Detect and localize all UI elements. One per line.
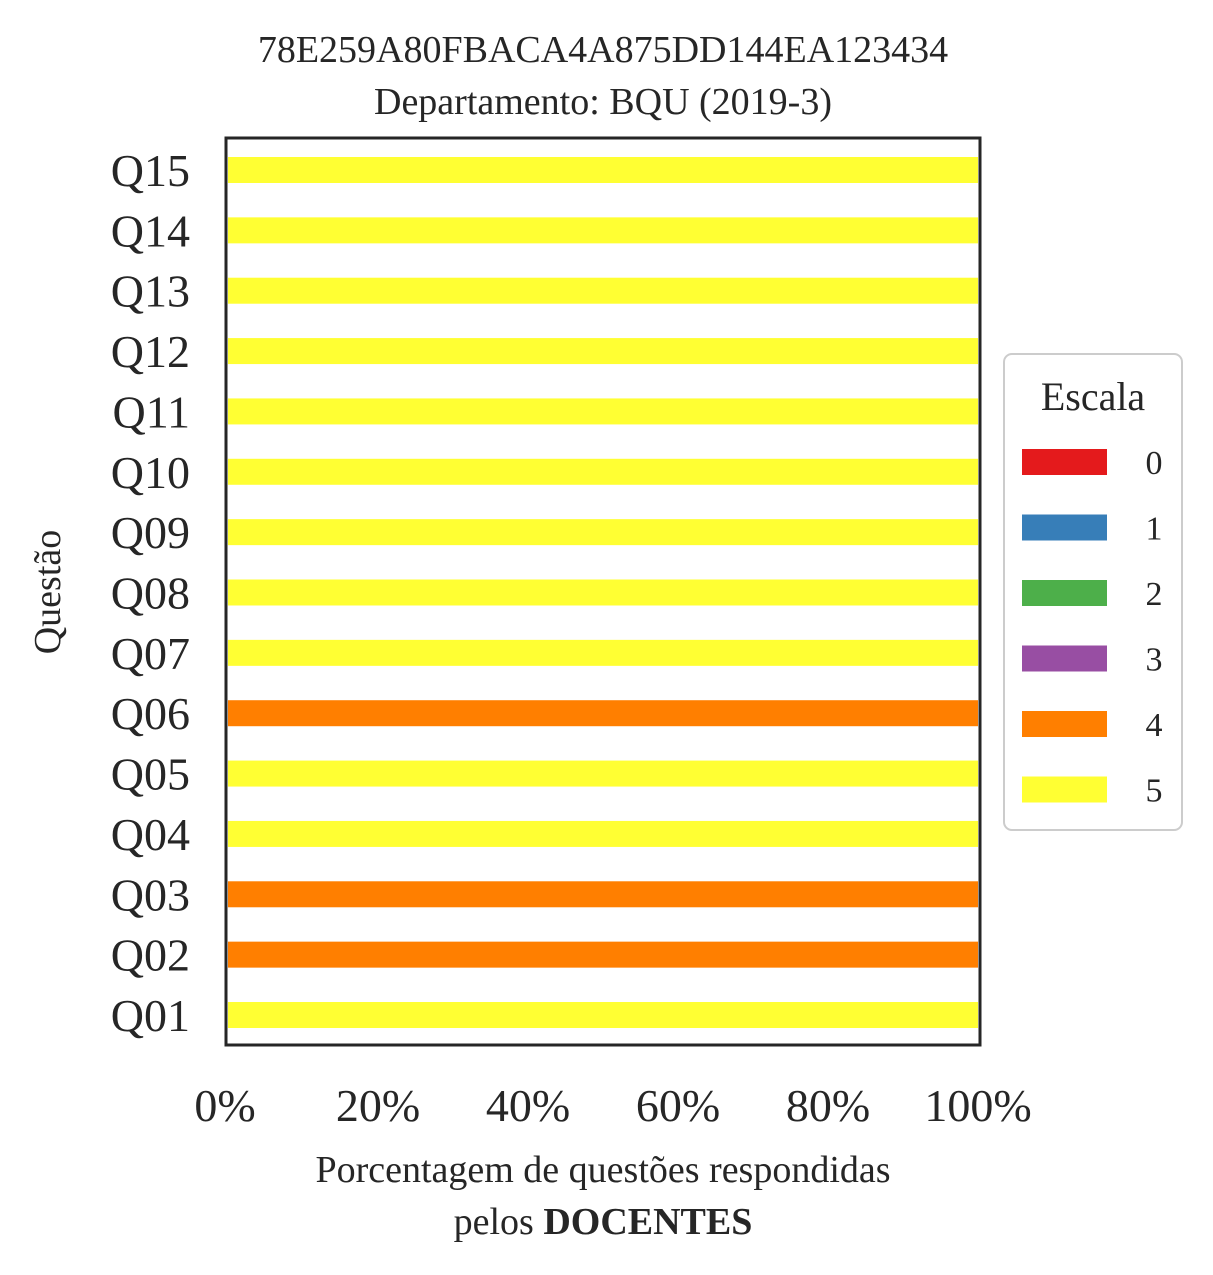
chart-subtitle: Departamento: BQU (2019-3) bbox=[374, 81, 832, 123]
x-axis-label-line1: Porcentagem de questões respondidas bbox=[315, 1149, 890, 1191]
bar-q15-escala-5 bbox=[228, 157, 978, 183]
y-tick-label: Q12 bbox=[111, 326, 190, 377]
x-tick-label: 80% bbox=[786, 1080, 870, 1131]
y-tick-label: Q10 bbox=[111, 447, 190, 498]
plot-frame bbox=[224, 136, 982, 1047]
y-tick-label: Q04 bbox=[111, 809, 190, 860]
legend-label-4: 4 bbox=[1146, 707, 1163, 744]
y-tick-label: Q01 bbox=[111, 990, 190, 1041]
bar-q04-escala-5 bbox=[228, 820, 978, 847]
y-tick-label: Q14 bbox=[111, 205, 190, 256]
x-tick-label: 60% bbox=[636, 1080, 720, 1131]
bar-q07-escala-5 bbox=[228, 639, 978, 666]
legend-swatch-1 bbox=[1022, 514, 1107, 541]
x-tick-label: 100% bbox=[924, 1080, 1031, 1131]
y-tick-label: Q08 bbox=[111, 568, 190, 619]
bar-q03-escala-4 bbox=[228, 881, 978, 908]
x-axis-label-line2: pelos DOCENTES bbox=[454, 1201, 753, 1243]
bar-q01-escala-5 bbox=[228, 1002, 978, 1028]
legend: Escala 0 1 2 3 4 5 bbox=[1003, 353, 1183, 831]
legend-swatch-3 bbox=[1022, 645, 1107, 672]
bar-q10-escala-5 bbox=[228, 458, 978, 485]
x-tick-label: 20% bbox=[336, 1080, 420, 1131]
legend-swatch-0 bbox=[1022, 449, 1107, 475]
legend-items: 0 1 2 3 4 5 bbox=[1022, 445, 1163, 810]
chart-title: 78E259A80FBACA4A875DD144EA123434 bbox=[258, 29, 948, 71]
bars-group bbox=[228, 157, 978, 1028]
legend-label-3: 3 bbox=[1146, 642, 1163, 679]
legend-label-5: 5 bbox=[1146, 773, 1163, 810]
y-tick-label: Q13 bbox=[111, 266, 190, 317]
bar-q14-escala-5 bbox=[228, 217, 978, 244]
bar-q02-escala-4 bbox=[228, 941, 978, 968]
legend-swatch-2 bbox=[1022, 580, 1107, 606]
y-tick-label: Q11 bbox=[112, 386, 190, 437]
y-tick-label: Q02 bbox=[111, 930, 190, 981]
y-tick-label: Q07 bbox=[111, 628, 190, 679]
legend-title: Escala bbox=[1041, 374, 1146, 419]
y-tick-label: Q03 bbox=[111, 869, 190, 920]
bar-q12-escala-5 bbox=[228, 338, 978, 365]
legend-label-2: 2 bbox=[1146, 576, 1163, 613]
x-axis-label-prefix: pelos bbox=[454, 1201, 544, 1243]
y-tick-label: Q05 bbox=[111, 749, 190, 800]
legend-label-0: 0 bbox=[1146, 445, 1163, 482]
y-tick-labels: Q01 Q02 Q03 Q04 Q05 Q06 Q07 Q08 Q09 Q10 Q11 Q12 Q13 Q… bbox=[111, 145, 190, 1041]
bar-q06-escala-4 bbox=[228, 700, 978, 727]
x-tick-label: 0% bbox=[194, 1080, 255, 1131]
y-tick-label: Q09 bbox=[111, 507, 190, 558]
bar-q05-escala-5 bbox=[228, 760, 978, 787]
bar-q08-escala-5 bbox=[228, 579, 978, 606]
legend-swatch-5 bbox=[1022, 776, 1107, 803]
y-tick-label: Q15 bbox=[111, 145, 190, 196]
x-axis-label-bold: DOCENTES bbox=[543, 1201, 752, 1243]
legend-swatch-4 bbox=[1022, 711, 1107, 737]
legend-label-1: 1 bbox=[1146, 511, 1163, 548]
x-tick-label: 40% bbox=[486, 1080, 570, 1131]
bar-q11-escala-5 bbox=[228, 398, 978, 425]
bar-q09-escala-5 bbox=[228, 519, 978, 546]
y-tick-label: Q06 bbox=[111, 688, 190, 739]
bar-q13-escala-5 bbox=[228, 277, 978, 304]
y-axis-label: Questão bbox=[27, 530, 69, 655]
x-tick-labels: 0% 20% 40% 60% 80% 100% bbox=[194, 1080, 1031, 1131]
